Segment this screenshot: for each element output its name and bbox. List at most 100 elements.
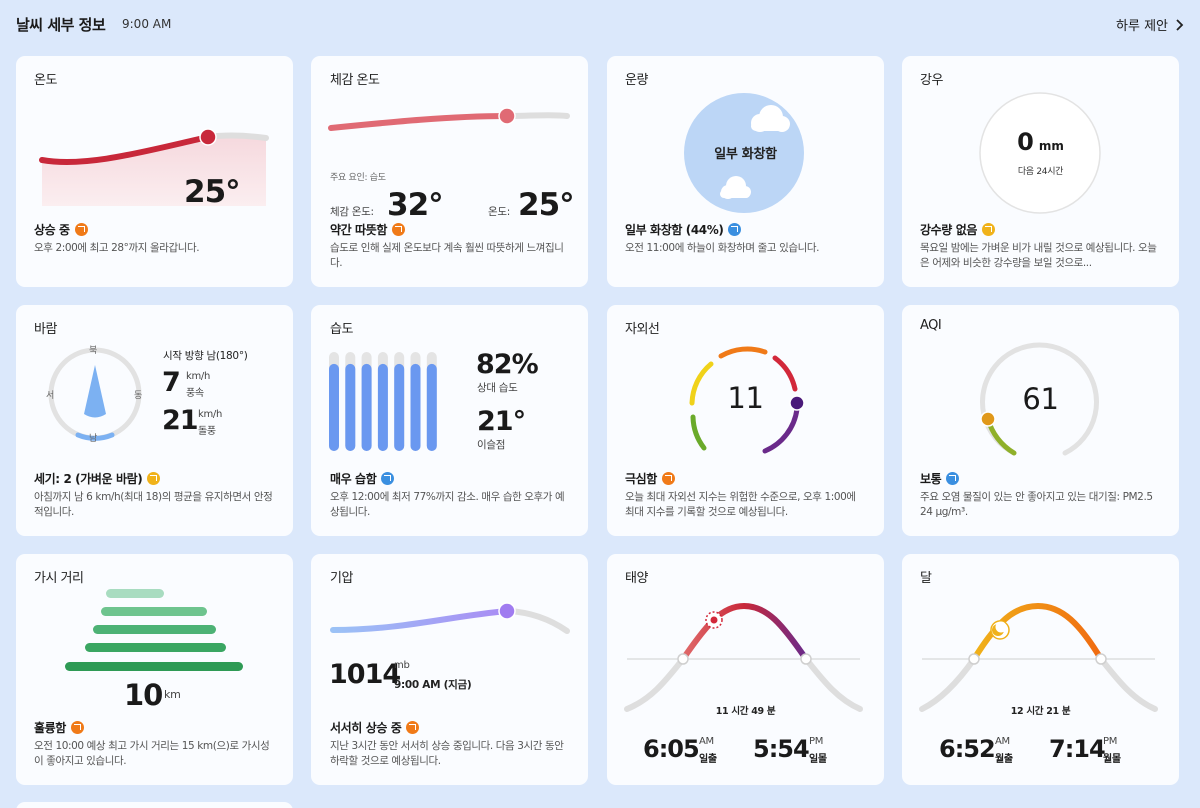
humidity-bar xyxy=(329,363,339,451)
feels-label: 체감 온도: xyxy=(330,206,374,218)
card-title: 태양 xyxy=(625,571,648,586)
card-description: 오늘 최대 자외선 지수는 위험한 수준으로, 오후 1:00에 최대 지수를 … xyxy=(625,491,856,518)
sunset-ampm: PM xyxy=(809,736,824,747)
humidity-value: 82% xyxy=(476,349,539,380)
summary-text: 극심함 xyxy=(625,472,657,486)
moon-card[interactable]: 달 12 시간 21 분 6:52 AM 월출 7:14 PM 월몰 xyxy=(902,554,1179,785)
cloud-circle-text: 일부 화창함 xyxy=(714,147,777,162)
card-description: 목요일 밤에는 가벼운 비가 내릴 것으로 예상됩니다. 오늘은 어제와 비슷한… xyxy=(920,242,1157,269)
card-description: 오전 10:00 예상 최고 가시 거리는 15 km(으)로 가시성이 좋아지… xyxy=(34,740,270,767)
card-description: 습도로 인해 실제 온도보다 계속 훨씬 따뜻하게 느껴집니다. xyxy=(330,242,564,269)
summary-text: 서서히 상승 중 xyxy=(330,721,402,735)
card-title: 강우 xyxy=(920,73,943,88)
pressure-unit: mb xyxy=(394,660,410,671)
summary-text: 일부 화창함 (44%) xyxy=(625,223,724,237)
card-title: 바람 xyxy=(34,322,57,337)
wind-compass xyxy=(48,347,142,441)
card-title: 가시 거리 xyxy=(34,571,84,586)
pressure-card[interactable]: 기압 1014 mb 9:00 AM (지금) 서서히 상승 중 지난 3시간 … xyxy=(311,554,588,785)
trend-up-icon xyxy=(661,472,675,485)
daily-suggestion-label: 하루 제안 xyxy=(1116,19,1168,34)
sun-icon xyxy=(705,611,723,629)
precip-sub: 다음 24시간 xyxy=(1017,167,1064,177)
dew-point-label: 이슬점 xyxy=(477,439,506,451)
uv-value: 11 xyxy=(727,381,764,415)
humidity-bar xyxy=(377,363,388,451)
card-title: 체감 온도 xyxy=(330,73,380,88)
card-title: 기압 xyxy=(330,571,353,586)
feels-like-card[interactable]: 체감 온도 주요 요인: 습도 체감 온도: 32° 온도: 25° 약간 따뜻… xyxy=(311,56,588,287)
trend-flat-icon xyxy=(147,472,161,485)
header: 날씨 세부 정보 9:00 AM 하루 제안 xyxy=(0,0,1200,50)
trend-up-icon xyxy=(391,223,405,236)
humidity-bar xyxy=(410,363,421,451)
next-card-partial xyxy=(16,802,293,808)
humidity-bar-chart xyxy=(329,352,437,451)
card-summary: 상승 중 xyxy=(34,221,88,238)
card-summary: 서서히 상승 중 xyxy=(330,719,420,736)
wind-direction-arrow xyxy=(84,365,106,418)
sunrise-time: 6:05 xyxy=(643,735,700,763)
card-summary: 훌륭함 xyxy=(34,719,84,736)
summary-text: 매우 습함 xyxy=(330,472,377,486)
card-summary: 극심함 xyxy=(625,470,675,487)
cloud-cover-card[interactable]: 운량 일부 화창함 일부 화창함 (44%) 오전 11:00에 하늘이 화창하… xyxy=(607,56,884,287)
moonrise-ampm: AM xyxy=(995,736,1010,747)
card-summary: 약간 따뜻함 xyxy=(330,221,405,238)
card-description: 오후 2:00에 최고 28°까지 올라갑니다. xyxy=(34,242,200,254)
sun-card[interactable]: 태양 11 시간 49 분 6:05 AM 일출 5:54 PM 일몰 xyxy=(607,554,884,785)
uv-card[interactable]: 자외선 11 극심함 오늘 최대 자외선 지수는 위험한 수준으로, 오후 1:… xyxy=(607,305,884,536)
summary-text: 보통 xyxy=(920,472,942,486)
humidity-bar xyxy=(361,363,372,451)
compass-east: 동 xyxy=(134,391,142,401)
sunset-label: 일몰 xyxy=(809,754,827,765)
aqi-card[interactable]: AQI 61 보통 주요 오염 물질이 있는 안 좋아지고 있는 대기질: PM… xyxy=(902,305,1179,536)
card-title: 자외선 xyxy=(625,322,660,337)
wind-card[interactable]: 바람 북 남 동 서 시작 방향 남(180°) 7 km/h 풍속 21 km… xyxy=(16,305,293,536)
card-summary: 일부 화창함 (44%) xyxy=(625,221,742,238)
daily-suggestion-link[interactable]: 하루 제안 xyxy=(1116,15,1184,34)
visibility-unit: km xyxy=(164,688,181,701)
summary-text: 약간 따뜻함 xyxy=(330,223,387,237)
pressure-value: 1014 xyxy=(329,659,401,690)
temperature-card[interactable]: 온도 25° 상승 중 오후 2:00에 최고 28°까지 올라갑니다. xyxy=(16,56,293,287)
humidity-card[interactable]: 습도 82% 상대 습도 21° 이슬점 매우 습함 오후 12:00에 최저 … xyxy=(311,305,588,536)
sunrise-label: 일출 xyxy=(699,754,717,765)
visibility-value: 10 xyxy=(124,678,163,712)
trend-down-icon xyxy=(946,472,960,485)
trend-up-icon xyxy=(70,721,84,734)
card-description: 지난 3시간 동안 서서히 상승 중입니다. 다음 3시간 동안 하락할 것으로… xyxy=(330,740,564,767)
card-title: 습도 xyxy=(330,322,353,337)
pressure-time: 9:00 AM (지금) xyxy=(394,679,472,691)
feels-value: 32° xyxy=(387,187,444,223)
wind-speed-value: 7 xyxy=(162,367,181,398)
humidity-bar xyxy=(345,363,356,451)
trend-down-icon xyxy=(728,223,742,236)
summary-text: 강수량 없음 xyxy=(920,223,977,237)
humidity-bar xyxy=(426,363,437,451)
wind-speed-unit: km/h xyxy=(186,371,211,382)
feels-factor: 주요 요인: 습도 xyxy=(330,173,386,183)
trend-flat-icon xyxy=(981,223,995,236)
card-summary: 세기: 2 (가벼운 바람) xyxy=(34,470,161,487)
compass-west: 서 xyxy=(46,391,54,401)
summary-text: 세기: 2 (가벼운 바람) xyxy=(34,472,143,486)
temp-label: 온도: xyxy=(488,206,510,218)
compass-north: 북 xyxy=(89,346,97,356)
precipitation-card[interactable]: 강우 0 mm 다음 24시간 강수량 없음 목요일 밤에는 가벼운 비가 내릴… xyxy=(902,56,1179,287)
wind-from: 시작 방향 남(180°) xyxy=(163,350,248,362)
trend-down-icon xyxy=(381,472,395,485)
moonset-ampm: PM xyxy=(1103,736,1118,747)
humidity-bar xyxy=(394,363,405,451)
trend-up-icon xyxy=(74,223,88,236)
wind-speed-label: 풍속 xyxy=(186,388,204,399)
precip-unit: mm xyxy=(1038,139,1064,153)
precip-value-group: 0 mm xyxy=(902,128,1179,156)
moonrise-time: 6:52 xyxy=(939,735,996,763)
cloud-icon xyxy=(751,105,790,132)
temperature-trend-graph xyxy=(39,128,269,206)
moonset-time: 7:14 xyxy=(1049,735,1106,763)
moon-duration: 12 시간 21 분 xyxy=(1010,706,1071,717)
moon-icon xyxy=(990,620,1010,640)
visibility-card[interactable]: 가시 거리 10 km 훌륭함 오전 10:00 예상 최고 가시 거리는 15… xyxy=(16,554,293,785)
